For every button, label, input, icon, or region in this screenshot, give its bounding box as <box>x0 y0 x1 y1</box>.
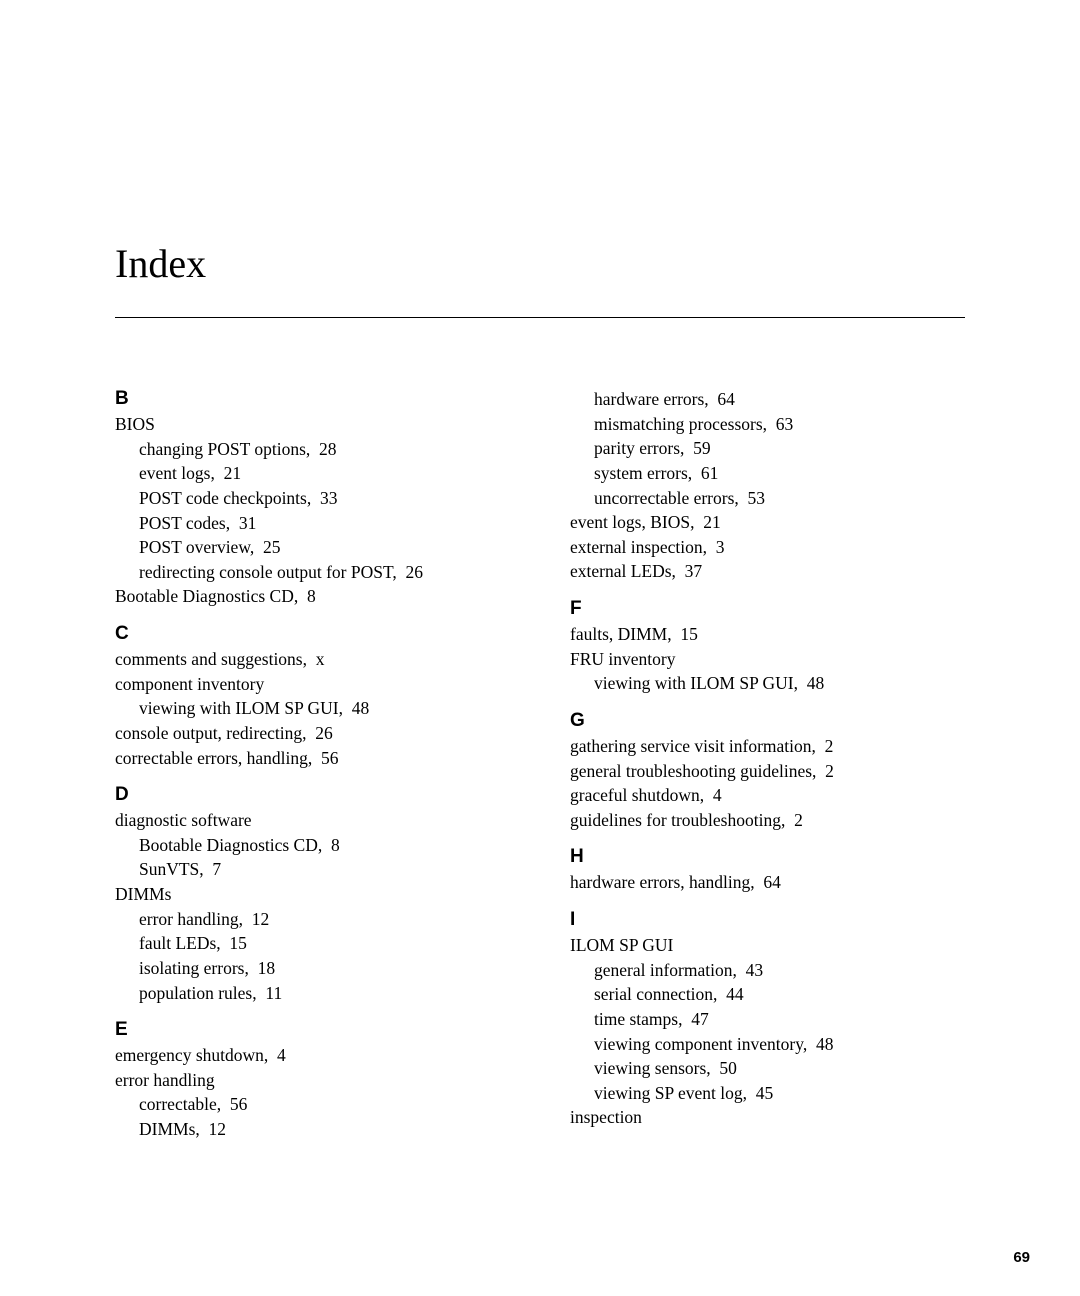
index-entry: viewing with ILOM SP GUI, 48 <box>115 697 510 721</box>
index-entry: error handling <box>115 1069 510 1093</box>
index-entry: hardware errors, handling, 64 <box>570 871 965 895</box>
index-entry: general troubleshooting guidelines, 2 <box>570 760 965 784</box>
index-entry: POST overview, 25 <box>115 536 510 560</box>
index-entry: faults, DIMM, 15 <box>570 623 965 647</box>
index-entry: ILOM SP GUI <box>570 934 965 958</box>
index-entry: BIOS <box>115 413 510 437</box>
left-column: B BIOSchanging POST options, 28event logs… <box>115 388 510 1143</box>
section-letter: E <box>115 1019 510 1041</box>
section-letter: I <box>570 909 965 931</box>
index-columns: BBIOSchanging POST options, 28event logs… <box>115 388 965 1143</box>
index-entry: SunVTS, 7 <box>115 858 510 882</box>
index-entry: error handling, 12 <box>115 908 510 932</box>
index-entry: graceful shutdown, 4 <box>570 784 965 808</box>
title-divider <box>115 317 965 318</box>
index-entry: emergency shutdown, 4 <box>115 1044 510 1068</box>
index-entry: external inspection, 3 <box>570 536 965 560</box>
section-letter: G <box>570 710 965 732</box>
index-entry: viewing sensors, 50 <box>570 1057 965 1081</box>
index-entry: serial connection, 44 <box>570 983 965 1007</box>
index-entry: time stamps, 47 <box>570 1008 965 1032</box>
index-entry: guidelines for troubleshooting, 2 <box>570 809 965 833</box>
index-entry: gathering service visit information, 2 <box>570 735 965 759</box>
index-entry: event logs, BIOS, 21 <box>570 511 965 535</box>
index-entry: Bootable Diagnostics CD, 8 <box>115 834 510 858</box>
index-entry: redirecting console output for POST, 26 <box>115 561 510 585</box>
index-entry: DIMMs <box>115 883 510 907</box>
index-entry: viewing with ILOM SP GUI, 48 <box>570 672 965 696</box>
right-column: hardware errors, 64mismatching processor… <box>570 388 965 1143</box>
section-letter: D <box>115 784 510 806</box>
index-entry: general information, 43 <box>570 959 965 983</box>
index-entry: isolating errors, 18 <box>115 957 510 981</box>
index-entry: event logs, 21 <box>115 462 510 486</box>
index-entry: DIMMs, 12 <box>115 1118 510 1142</box>
page-title: Index <box>115 240 965 287</box>
index-entry: viewing component inventory, 48 <box>570 1033 965 1057</box>
index-entry: diagnostic software <box>115 809 510 833</box>
index-entry: hardware errors, 64 <box>570 388 965 412</box>
section-letter: B <box>115 388 510 410</box>
index-entry: uncorrectable errors, 53 <box>570 487 965 511</box>
index-entry: correctable errors, handling, 56 <box>115 747 510 771</box>
index-entry: POST codes, 31 <box>115 512 510 536</box>
index-entry: correctable, 56 <box>115 1093 510 1117</box>
index-entry: FRU inventory <box>570 648 965 672</box>
section-letter: F <box>570 598 965 620</box>
section-letter: C <box>115 623 510 645</box>
page-number: 69 <box>1013 1249 1030 1266</box>
index-entry: component inventory <box>115 673 510 697</box>
index-entry: mismatching processors, 63 <box>570 413 965 437</box>
index-entry: changing POST options, 28 <box>115 438 510 462</box>
index-entry: parity errors, 59 <box>570 437 965 461</box>
section-letter: H <box>570 846 965 868</box>
index-entry: viewing SP event log, 45 <box>570 1082 965 1106</box>
index-entry: fault LEDs, 15 <box>115 932 510 956</box>
index-entry: POST code checkpoints, 33 <box>115 487 510 511</box>
index-entry: external LEDs, 37 <box>570 560 965 584</box>
index-entry: console output, redirecting, 26 <box>115 722 510 746</box>
index-entry: Bootable Diagnostics CD, 8 <box>115 585 510 609</box>
index-entry: system errors, 61 <box>570 462 965 486</box>
index-entry: inspection <box>570 1106 965 1130</box>
index-entry: comments and suggestions, x <box>115 648 510 672</box>
index-entry: population rules, 11 <box>115 982 510 1006</box>
